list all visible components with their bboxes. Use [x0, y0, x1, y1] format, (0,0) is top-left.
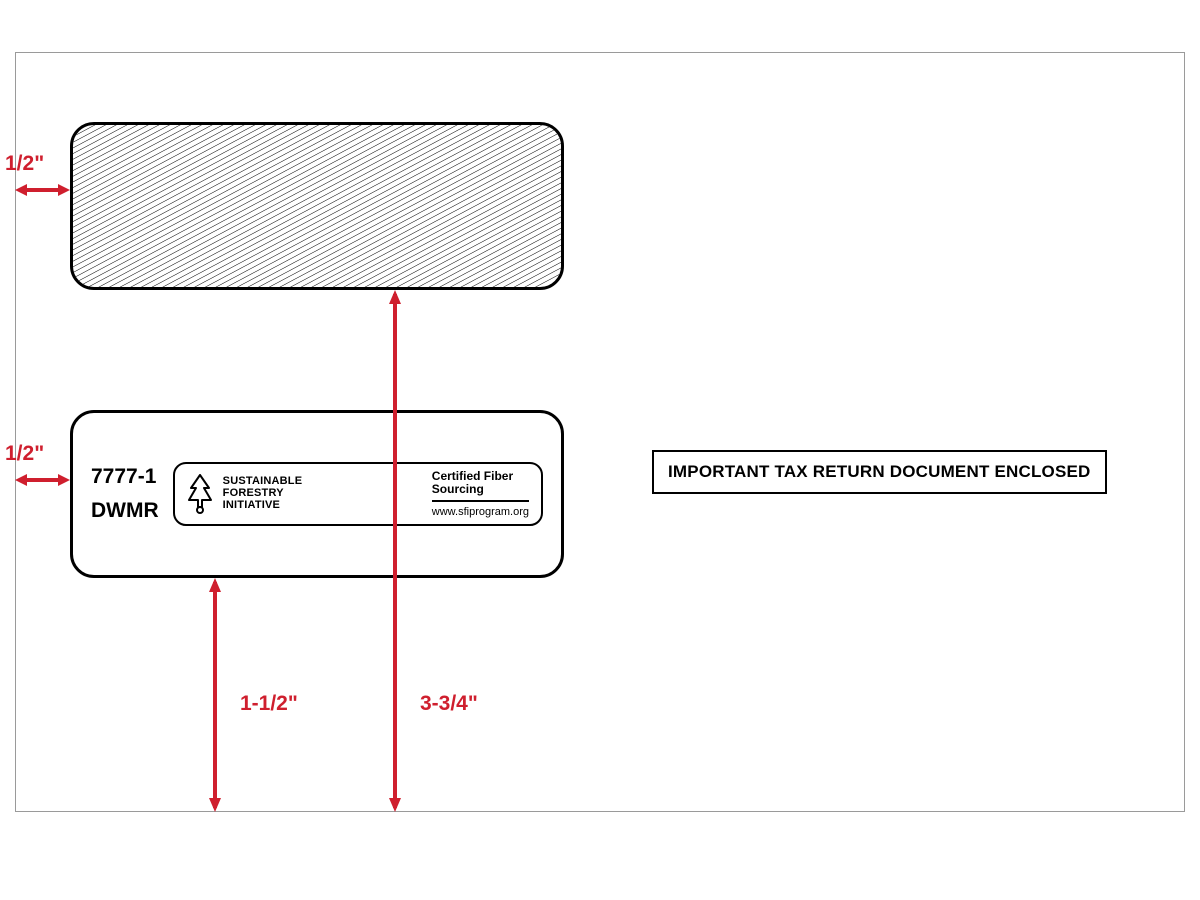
dim-arrow-h1	[15, 178, 70, 202]
sfi-org-name: SUSTAINABLE FORESTRY INITIATIVE	[223, 476, 303, 512]
hatch-pattern	[73, 125, 564, 290]
code-line-2: DWMR	[91, 494, 159, 528]
dim-label-left-bottom: 1/2"	[5, 442, 44, 466]
dim-arrow-v2	[383, 290, 407, 812]
address-window-top	[70, 122, 564, 290]
dim-label-left-top: 1/2"	[5, 152, 44, 176]
code-line-1: 7777-1	[91, 460, 159, 494]
dim-arrow-v1	[203, 578, 227, 812]
sfi-cert-info: Certified Fiber Sourcing www.sfiprogram.…	[422, 470, 529, 518]
dim-label-vert-left: 1-1/2"	[240, 692, 298, 716]
sfi-divider	[432, 500, 529, 502]
sfi-tree-icon	[187, 474, 213, 514]
tax-return-notice: IMPORTANT TAX RETURN DOCUMENT ENCLOSED	[652, 450, 1107, 494]
dim-arrow-h2	[15, 468, 70, 492]
sfi-url: www.sfiprogram.org	[432, 506, 529, 518]
address-window-bottom: 7777-1 DWMR SUSTAINABLE FORESTRY INITIAT…	[70, 410, 564, 578]
product-codes: 7777-1 DWMR	[91, 460, 159, 527]
sfi-certification-box: SUSTAINABLE FORESTRY INITIATIVE Certifie…	[173, 462, 543, 526]
dim-label-vert-right: 3-3/4"	[420, 692, 478, 716]
